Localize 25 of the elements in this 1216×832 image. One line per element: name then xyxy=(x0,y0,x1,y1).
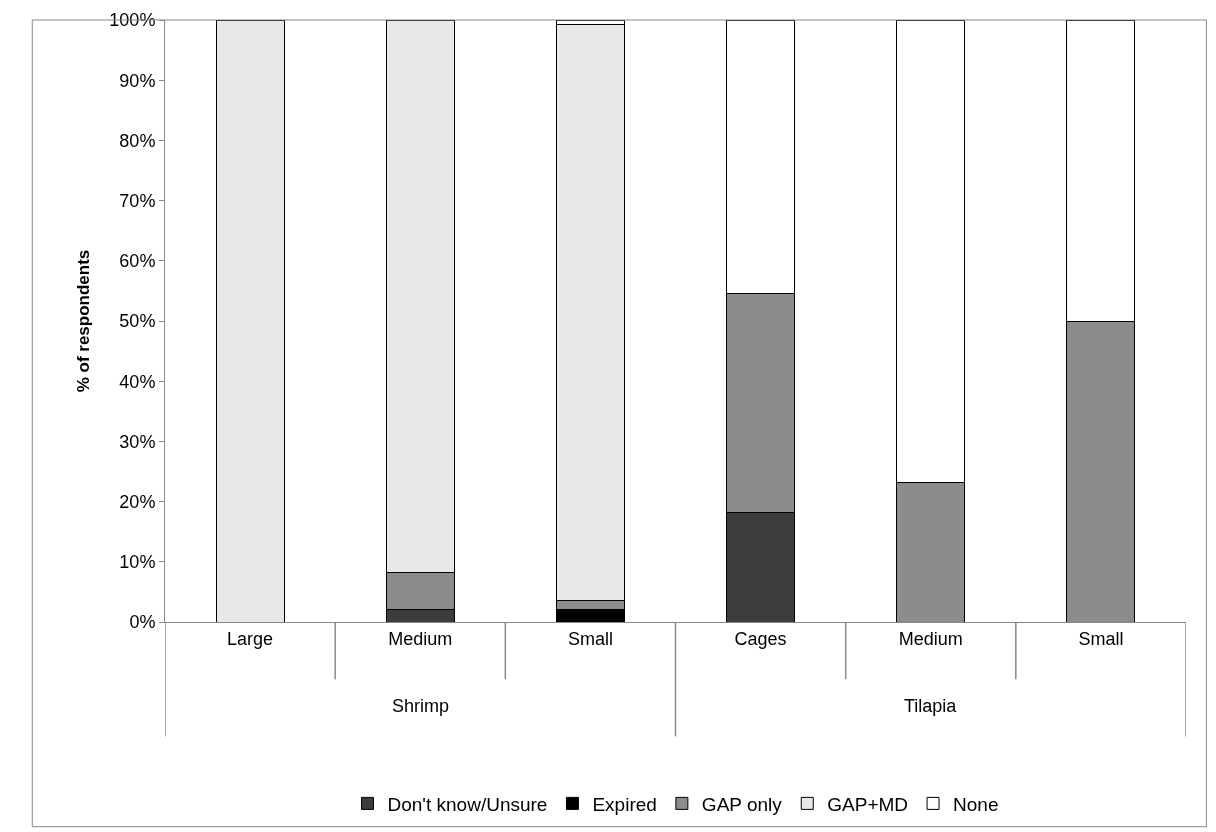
y-tick-label: 20% xyxy=(119,491,156,512)
x-tick-label: Medium xyxy=(388,628,453,649)
text: Tilapia xyxy=(904,696,958,716)
legend-label: Expired xyxy=(592,793,657,815)
text: Shrimp xyxy=(392,696,450,716)
y-tick-label: 50% xyxy=(119,311,156,332)
x-tick-label: Cages xyxy=(734,628,787,649)
y-tick-label: 10% xyxy=(119,552,156,573)
y-axis-title: % of respondents xyxy=(73,249,93,393)
x-tick-label: Small xyxy=(567,628,613,649)
x-tick-label: Large xyxy=(227,628,274,649)
x-tick-label: Small xyxy=(1078,628,1124,649)
y-tick-label: 60% xyxy=(119,251,156,272)
legend-label: Don't know/Unsure xyxy=(387,793,548,815)
legend-label: None xyxy=(953,793,999,815)
x-tick-label: Medium xyxy=(898,628,963,649)
y-tick-label: 0% xyxy=(129,612,156,633)
y-tick-label: 70% xyxy=(119,190,156,211)
y-tick-label: 90% xyxy=(119,70,156,91)
legend-label: GAP only xyxy=(701,793,783,815)
y-tick-label: 100% xyxy=(109,10,156,31)
y-tick-label: 30% xyxy=(119,431,156,452)
y-tick-label: 40% xyxy=(119,371,156,392)
y-tick-label: 80% xyxy=(119,130,156,151)
legend-label: GAP+MD xyxy=(827,793,909,815)
